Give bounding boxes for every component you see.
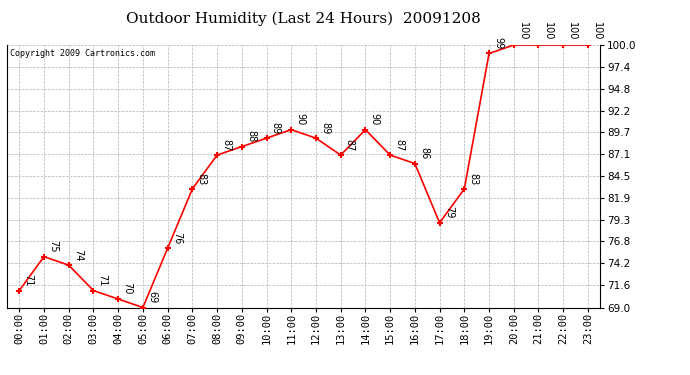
Text: 89: 89 xyxy=(320,122,330,134)
Text: 88: 88 xyxy=(246,130,256,142)
Text: 87: 87 xyxy=(345,138,355,151)
Text: 100: 100 xyxy=(542,22,553,41)
Text: 87: 87 xyxy=(221,138,231,151)
Text: 79: 79 xyxy=(444,206,454,219)
Text: 86: 86 xyxy=(419,147,429,159)
Text: 83: 83 xyxy=(197,172,206,185)
Text: 100: 100 xyxy=(592,22,602,41)
Text: 75: 75 xyxy=(48,240,58,252)
Text: 99: 99 xyxy=(493,37,503,49)
Text: 69: 69 xyxy=(147,291,157,303)
Text: 90: 90 xyxy=(370,113,380,126)
Text: 87: 87 xyxy=(394,138,404,151)
Text: 89: 89 xyxy=(270,122,281,134)
Text: 71: 71 xyxy=(97,274,108,286)
Text: 83: 83 xyxy=(469,172,478,185)
Text: 90: 90 xyxy=(295,113,306,126)
Text: Outdoor Humidity (Last 24 Hours)  20091208: Outdoor Humidity (Last 24 Hours) 2009120… xyxy=(126,11,481,26)
Text: Copyright 2009 Cartronics.com: Copyright 2009 Cartronics.com xyxy=(10,49,155,58)
Text: 74: 74 xyxy=(73,249,83,261)
Text: 76: 76 xyxy=(172,232,181,244)
Text: 100: 100 xyxy=(567,22,578,41)
Text: 70: 70 xyxy=(122,282,132,295)
Text: 100: 100 xyxy=(518,22,528,41)
Text: 71: 71 xyxy=(23,274,33,286)
